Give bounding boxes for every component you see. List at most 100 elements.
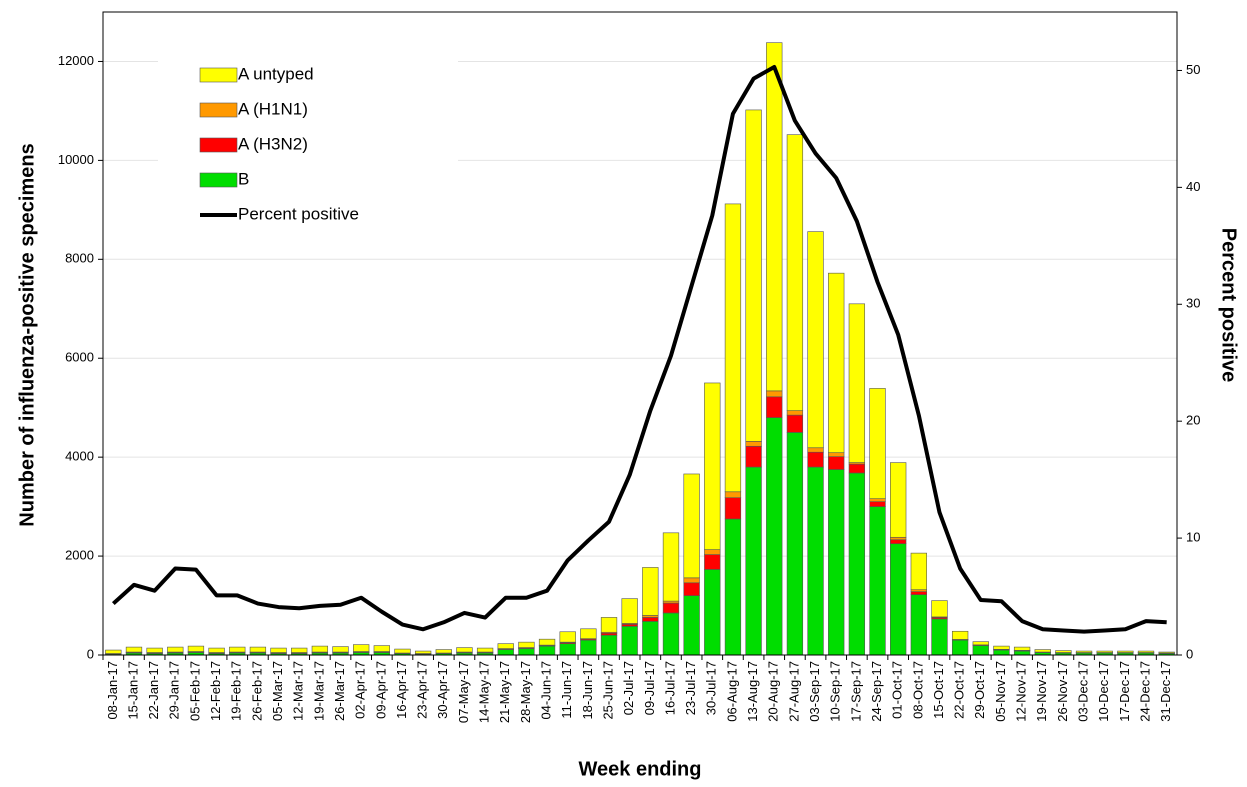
x-tick-label: 02-Jul-17	[621, 661, 636, 715]
x-tick-label: 17-Dec-17	[1117, 661, 1132, 722]
x-tick-label: 30-Jul-17	[704, 661, 719, 715]
bar-segment	[849, 304, 865, 463]
x-tick-label: 28-May-17	[518, 661, 533, 723]
bar-segment	[684, 578, 700, 583]
bar-segment	[932, 601, 948, 617]
x-tick-label: 03-Dec-17	[1075, 661, 1090, 722]
bar-segment	[828, 273, 844, 453]
bar-segment	[704, 550, 720, 555]
bar-segment	[457, 648, 473, 652]
bar-segment	[353, 645, 369, 652]
bar-segment	[229, 647, 245, 652]
y2-tick-label: 10	[1186, 530, 1200, 545]
x-tick-label: 03-Sep-17	[807, 661, 822, 722]
bar-segment	[581, 640, 597, 655]
x-tick-label: 20-Aug-17	[766, 661, 781, 722]
bar-segment	[105, 650, 121, 653]
legend-swatch	[200, 173, 237, 187]
x-tick-label: 23-Apr-17	[415, 661, 430, 719]
legend-label: A untyped	[238, 64, 314, 83]
bar-segment	[828, 470, 844, 655]
bar-segment	[932, 619, 948, 655]
bar-segment	[519, 649, 535, 655]
y-axis-title: Number of influenza-positive specimens	[16, 143, 38, 526]
y-tick-label: 12000	[58, 53, 94, 68]
bar-segment	[725, 492, 741, 498]
bar-segment	[746, 467, 762, 655]
bar-segment	[250, 647, 266, 652]
bar-segment	[849, 473, 865, 655]
bar-segment	[725, 204, 741, 492]
bar-segment	[436, 650, 452, 653]
bar-segment	[994, 650, 1010, 655]
y2-tick-label: 0	[1186, 646, 1193, 661]
bar-segment	[663, 613, 679, 655]
bar-segment	[890, 544, 906, 655]
x-tick-label: 12-Nov-17	[1014, 661, 1029, 722]
x-tick-label: 26-Feb-17	[249, 661, 264, 721]
x-tick-label: 07-May-17	[456, 661, 471, 723]
legend-label: A (H1N1)	[238, 99, 308, 118]
bar-segment	[622, 599, 638, 624]
bar-segment	[704, 555, 720, 570]
bar-segment	[787, 135, 803, 411]
bar-segment	[828, 453, 844, 457]
bar-segment	[291, 648, 307, 652]
x-tick-label: 16-Apr-17	[394, 661, 409, 719]
bar-segment	[766, 418, 782, 655]
x-tick-label: 22-Jan-17	[146, 661, 161, 720]
x-tick-label: 24-Sep-17	[869, 661, 884, 722]
bar-segment	[787, 432, 803, 655]
bar-segment	[167, 647, 183, 652]
legend-label: B	[238, 169, 249, 188]
bar-segment	[642, 617, 658, 621]
legend-swatch	[200, 138, 237, 152]
x-tick-label: 05-Nov-17	[993, 661, 1008, 722]
bar-segment	[684, 596, 700, 655]
bar-segment	[519, 642, 535, 647]
x-tick-label: 26-Mar-17	[332, 661, 347, 721]
x-tick-label: 27-Aug-17	[786, 661, 801, 722]
x-tick-label: 10-Sep-17	[828, 661, 843, 722]
bar-segment	[849, 464, 865, 473]
bar-segment	[1159, 652, 1175, 653]
bar-segment	[746, 446, 762, 467]
x-tick-label: 26-Nov-17	[1055, 661, 1070, 722]
bar-segment	[808, 467, 824, 655]
bar-segment	[477, 648, 493, 652]
bar-segment	[312, 646, 328, 652]
bar-segment	[746, 110, 762, 441]
x-tick-label: 14-May-17	[477, 661, 492, 723]
x-tick-label: 19-Feb-17	[229, 661, 244, 721]
bar-segment	[642, 567, 658, 615]
x-tick-label: 18-Jun-17	[580, 661, 595, 720]
y-tick-label: 4000	[65, 449, 94, 464]
x-tick-label: 04-Jun-17	[538, 661, 553, 720]
bar-segment	[663, 533, 679, 601]
bar-segment	[787, 411, 803, 415]
y2-tick-label: 30	[1186, 296, 1200, 311]
bar-segment	[1035, 650, 1051, 652]
bar-segment	[973, 642, 989, 645]
x-tick-label: 12-Feb-17	[208, 661, 223, 721]
bar-segment	[1056, 651, 1072, 653]
x-tick-label: 12-Mar-17	[291, 661, 306, 721]
bar-segment	[952, 640, 968, 655]
y-tick-label: 2000	[65, 548, 94, 563]
bar-segment	[890, 537, 906, 539]
x-tick-label: 05-Feb-17	[187, 661, 202, 721]
bar-segment	[890, 540, 906, 544]
bar-segment	[808, 232, 824, 448]
y2-tick-label: 40	[1186, 179, 1200, 194]
legend-label: Percent positive	[238, 204, 359, 223]
y2-axis-title: Percent positive	[1218, 228, 1240, 383]
bar-segment	[766, 391, 782, 397]
bar-segment	[787, 415, 803, 432]
x-tick-label: 16-Jul-17	[662, 661, 677, 715]
bar-segment	[870, 388, 886, 498]
x-tick-label: 15-Jan-17	[125, 661, 140, 720]
bar-segment	[1014, 651, 1030, 655]
bar-segment	[870, 507, 886, 655]
x-axis-title: Week ending	[579, 758, 702, 780]
